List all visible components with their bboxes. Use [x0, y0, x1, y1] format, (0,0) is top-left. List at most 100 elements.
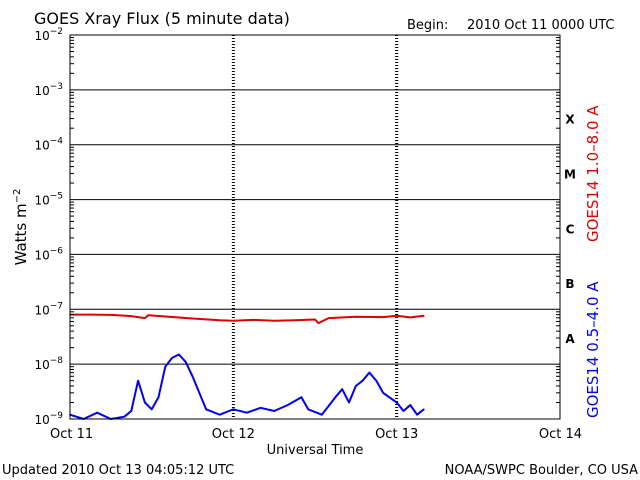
data-point: [218, 413, 221, 416]
data-point: [147, 314, 150, 317]
x-tick-label: Oct 12: [212, 427, 255, 442]
updated-timestamp: Updated 2010 Oct 13 04:05:12 UTC: [2, 463, 234, 478]
y-tick-exponent: −7: [50, 301, 63, 311]
data-point: [144, 401, 146, 404]
data-point: [96, 411, 99, 414]
data-point: [375, 379, 378, 382]
flare-class-label: X: [565, 113, 575, 127]
data-point: [409, 404, 412, 406]
flare-class-label: A: [565, 332, 575, 346]
data-point: [361, 379, 364, 382]
data-point: [355, 385, 357, 387]
data-point: [144, 317, 146, 319]
data-point: [317, 322, 320, 324]
data-point: [409, 316, 412, 319]
x-tick-label: Oct 13: [375, 427, 418, 442]
data-point: [137, 379, 139, 382]
data-point: [164, 365, 167, 368]
x-tick-label: Oct 11: [50, 427, 93, 442]
y-tick-label: 10−2: [34, 27, 63, 43]
y-tick-exponent: −9: [50, 411, 64, 421]
begin-value: 2010 Oct 11 0000 UTC: [467, 18, 615, 33]
data-point: [334, 396, 337, 398]
y-tick-base: 10: [34, 358, 49, 372]
y-axis-ticks: 10−210−310−410−510−610−710−810−9: [34, 27, 560, 427]
data-point: [232, 408, 235, 411]
y-tick-exponent: −6: [50, 246, 64, 256]
plot-frame: [69, 34, 561, 420]
data-point: [130, 410, 133, 412]
data-point: [402, 410, 405, 412]
data-point: [273, 410, 275, 412]
data-point: [246, 411, 248, 414]
y-tick-exponent: −8: [50, 356, 64, 366]
data-point: [150, 408, 153, 411]
data-point: [327, 317, 330, 319]
data-point: [307, 408, 309, 411]
data-point: [368, 371, 371, 374]
x-axis-label: Universal Time: [267, 443, 364, 458]
y-axis-label-text: Watts m: [12, 203, 30, 265]
flare-class-label: M: [564, 167, 576, 181]
data-point: [382, 392, 384, 394]
series-line-long: [70, 313, 425, 325]
data-point: [252, 319, 255, 321]
data-point: [123, 415, 126, 418]
y-tick-base: 10: [34, 194, 49, 208]
y-tick-base: 10: [34, 413, 49, 427]
data-point: [184, 361, 187, 363]
y-tick-label: 10−6: [34, 246, 63, 262]
data-point: [321, 413, 323, 416]
y-tick-base: 10: [34, 29, 49, 43]
y-tick-label: 10−7: [34, 301, 63, 317]
data-point: [191, 317, 194, 320]
data-point: [416, 413, 418, 416]
begin-label: Begin:: [407, 18, 448, 33]
y-tick-label: 10−4: [34, 137, 63, 153]
data-point: [191, 375, 194, 378]
data-point: [130, 315, 133, 317]
legend-short-wave: GOES14 0.5–4.0 A: [584, 281, 602, 418]
y-tick-exponent: −3: [50, 82, 63, 92]
data-point: [218, 319, 221, 322]
data-point: [178, 353, 180, 356]
data-point: [198, 392, 201, 394]
data-point: [300, 396, 303, 398]
y-tick-base: 10: [34, 84, 49, 98]
data-point: [395, 401, 398, 404]
data-point: [423, 315, 425, 317]
credit-text: NOAA/SWPC Boulder, CO USA: [445, 463, 638, 478]
data-point: [382, 316, 384, 318]
y-tick-label: 10−8: [34, 356, 63, 372]
data-point: [157, 396, 160, 398]
flare-class-label: B: [565, 277, 574, 291]
grid: [70, 34, 560, 420]
chart-title: GOES Xray Flux (5 minute data): [34, 9, 290, 28]
data-point: [395, 315, 398, 317]
data-point: [232, 319, 235, 322]
data-point: [164, 315, 167, 318]
data-point: [110, 314, 112, 316]
y-tick-label: 10−3: [34, 82, 63, 98]
flare-class-labels: X M C B A: [564, 113, 576, 346]
data-point: [423, 408, 425, 411]
legend-long-wave: GOES14 1.0–8.0 A: [584, 105, 602, 242]
x-tick-label: Oct 14: [539, 427, 582, 442]
y-tick-base: 10: [34, 303, 49, 317]
data-point: [273, 319, 275, 322]
data-point: [259, 407, 262, 409]
data-point: [355, 315, 357, 318]
y-tick-label: 10−5: [34, 192, 63, 208]
data-point: [205, 408, 207, 411]
y-tick-base: 10: [34, 139, 49, 153]
y-tick-exponent: −5: [50, 192, 63, 202]
data-point: [341, 388, 344, 390]
y-tick-exponent: −4: [50, 137, 64, 147]
flare-class-label: C: [566, 222, 575, 236]
y-tick-label: 10−9: [34, 411, 63, 427]
y-tick-base: 10: [34, 248, 49, 262]
data-point: [314, 318, 316, 321]
data-point: [89, 313, 92, 316]
series-group: [69, 313, 425, 420]
y-axis-label: Watts m−2: [12, 189, 30, 266]
